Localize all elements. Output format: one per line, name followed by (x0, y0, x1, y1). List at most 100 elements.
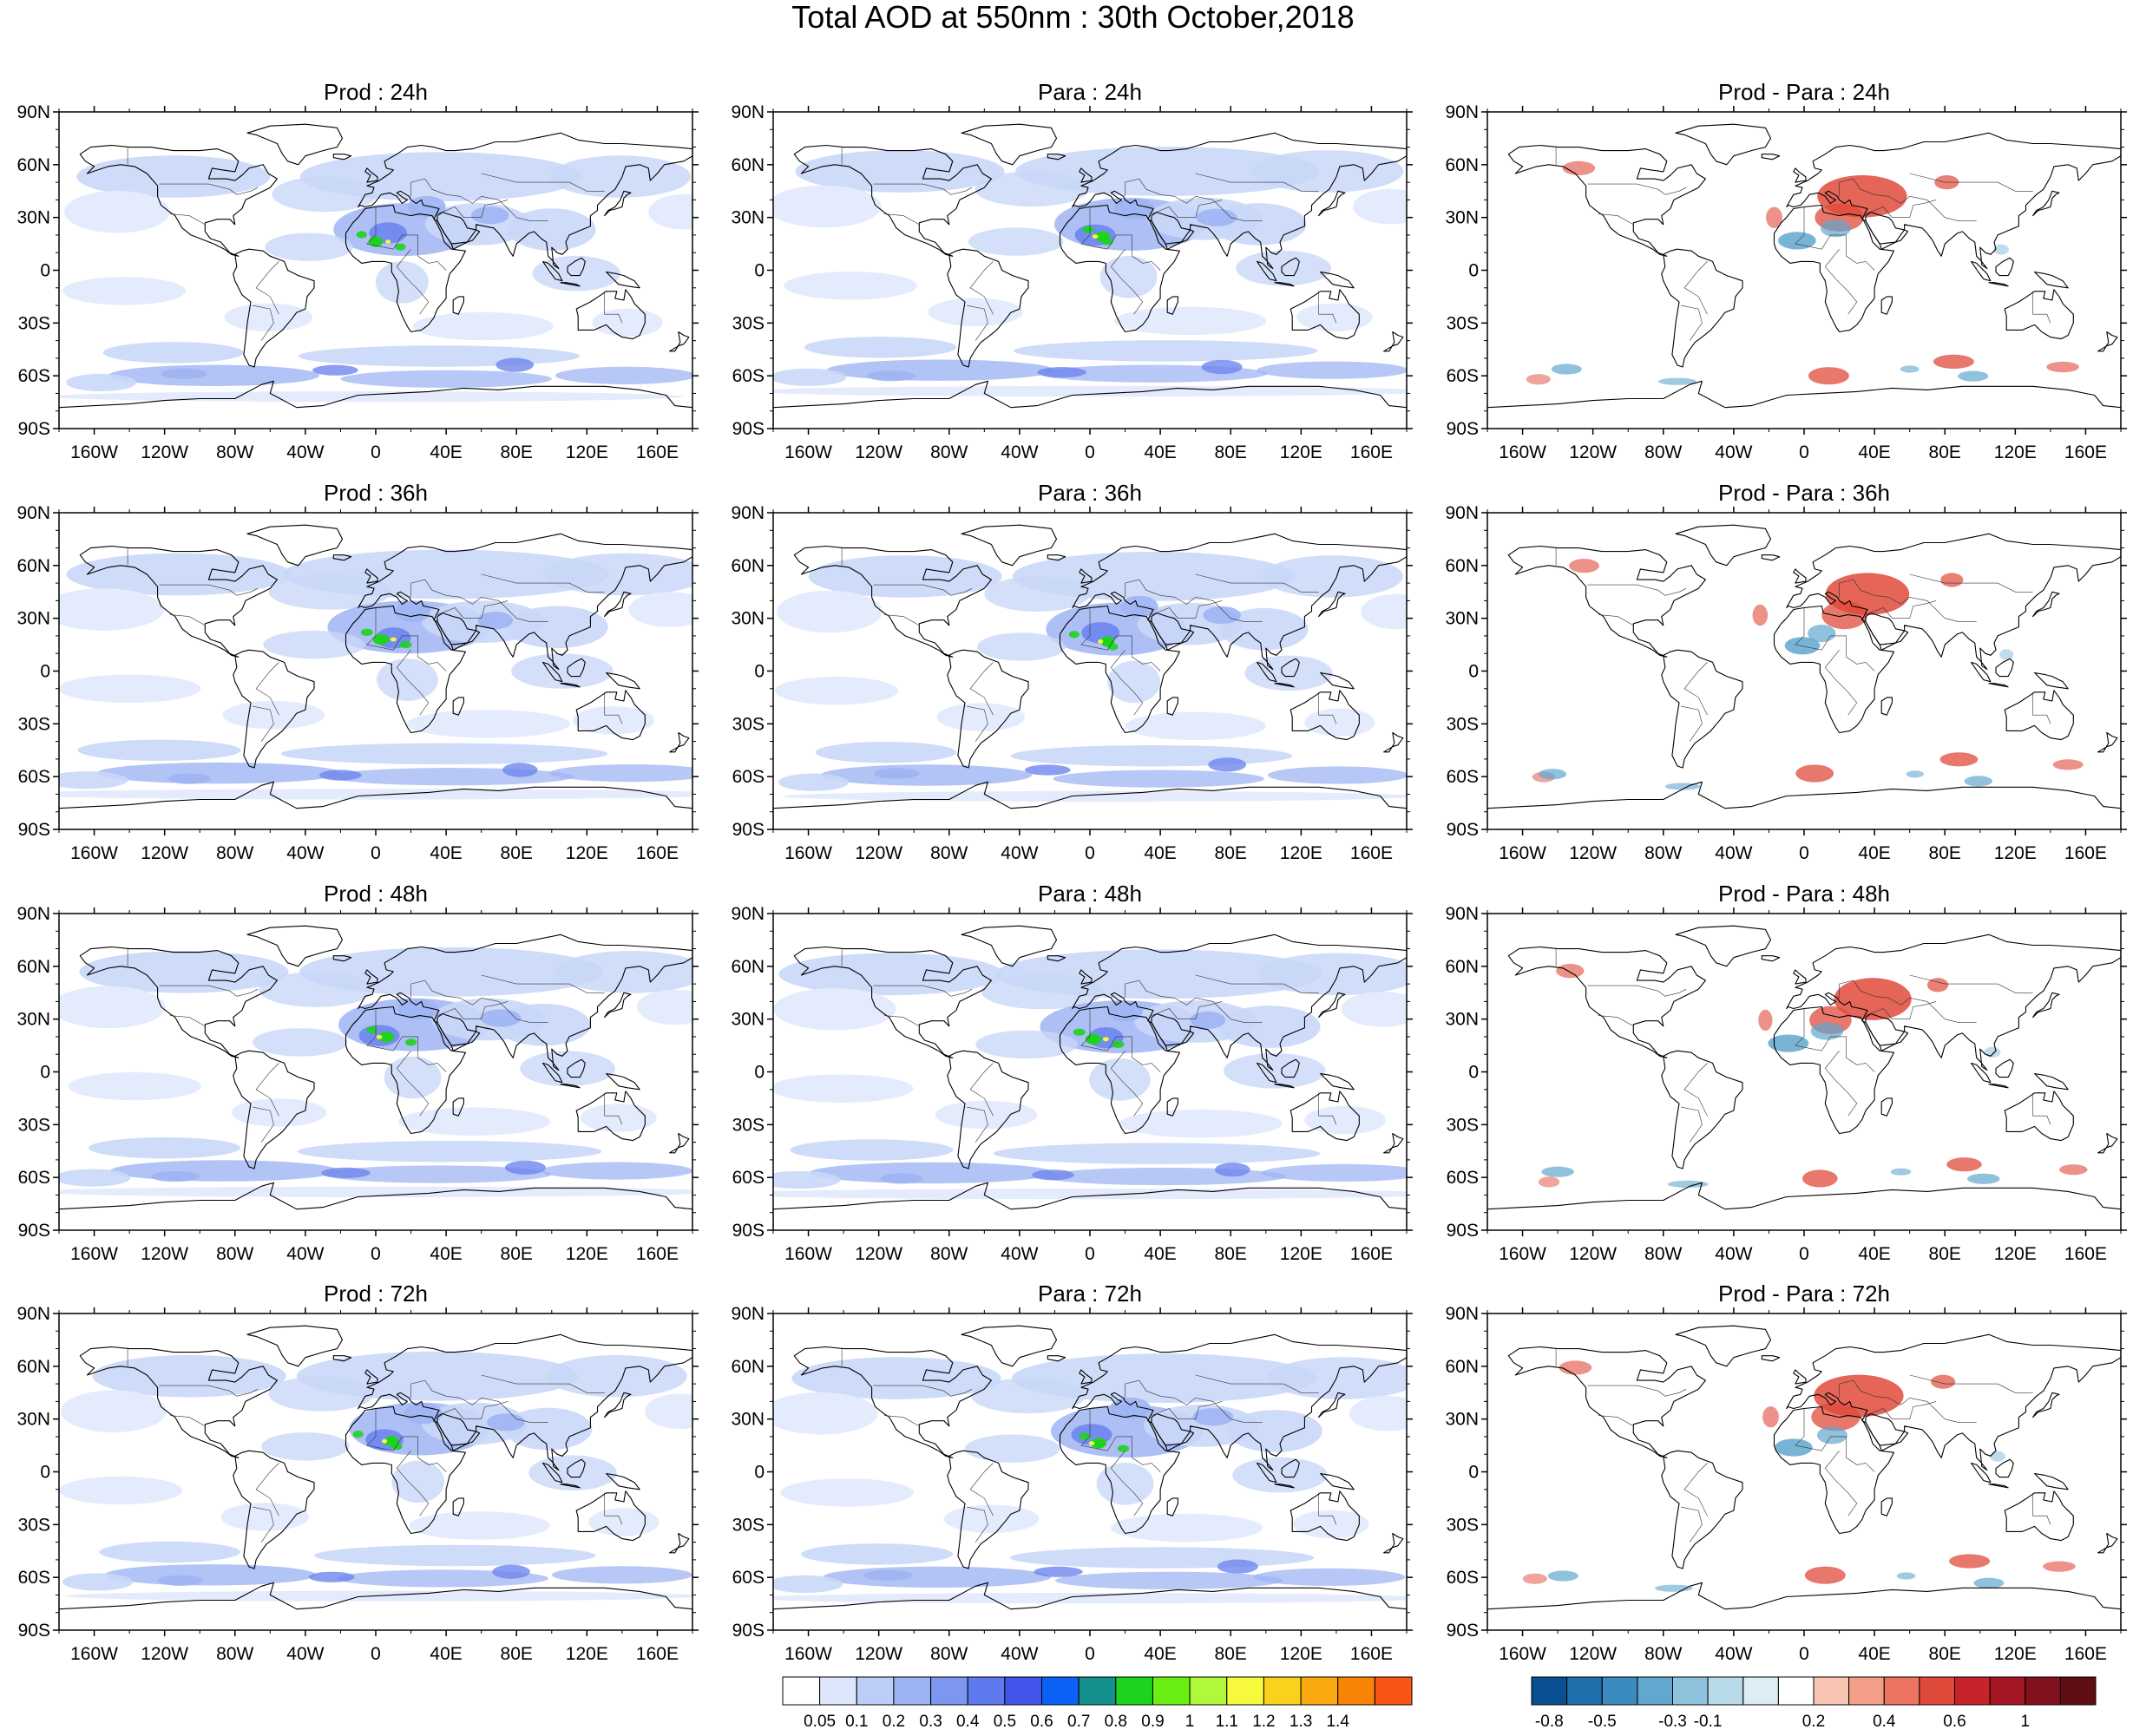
coastline-uk (1079, 969, 1093, 985)
lat-label: 90N (1445, 904, 1479, 924)
colorbar-swatch (1078, 1676, 1117, 1706)
boundary-line (1080, 206, 1161, 271)
panel-title: Prod - Para : 48h (1718, 881, 1890, 907)
lon-label: 80E (501, 843, 533, 863)
coastline-africa (1059, 1405, 1180, 1535)
lat-label: 0 (1468, 1063, 1479, 1083)
coastline-iceland (1761, 955, 1781, 962)
lat-label: 60S (18, 1568, 50, 1588)
boundary-line (1080, 1408, 1161, 1472)
boundary-line (253, 305, 274, 341)
boundary-line (1151, 600, 1223, 619)
lat-label: 90S (1447, 1221, 1479, 1241)
lat-label: 90N (731, 503, 765, 523)
world-map: 90N 60N 30N 0 30S 60S 90S 160W 120W 80W 40W 0 40E 80E… (731, 503, 1413, 863)
colorbar-swatch (1041, 1676, 1080, 1706)
colorbar-label: 1.3 (1290, 1713, 1312, 1731)
coastline-arabia-fix (436, 1013, 477, 1046)
difference-field (1487, 914, 2121, 1230)
coastline-new-zealand (669, 1132, 690, 1154)
lon-label: 160W (784, 1644, 832, 1664)
boundary-line (255, 261, 279, 315)
lon-label: 120W (141, 1644, 188, 1664)
coastline-borneo (1995, 1058, 2014, 1078)
boundary-line (1195, 573, 1319, 593)
colorbar-label: 0.1 (845, 1713, 868, 1731)
lon-label: 0 (371, 1244, 381, 1264)
coastline-japan (604, 591, 632, 618)
boundary-line (2032, 1092, 2051, 1125)
lat-label: 0 (40, 1063, 50, 1083)
lat-label: 30N (731, 1410, 765, 1430)
coastline-greenland (961, 524, 1058, 567)
lon-label: 160W (70, 1644, 118, 1664)
panel-title: Para : 24h (1038, 79, 1142, 105)
lat-label: 60N (731, 155, 765, 175)
boundary-line (1865, 1001, 1937, 1019)
lon-label: 160E (2064, 1244, 2107, 1264)
coastline-south-america (1661, 1050, 1743, 1169)
colorbar-swatch (1813, 1676, 1850, 1706)
boundary-line (159, 584, 259, 596)
coastline-uk (1079, 568, 1093, 584)
panel-title: Prod : 24h (324, 79, 428, 105)
lon-label: 120W (855, 1644, 902, 1664)
coastline-australia (1290, 1091, 1360, 1142)
colorbar-label: -0.1 (1694, 1713, 1723, 1731)
coastline-africa (1059, 605, 1180, 734)
colorbar-swatch (819, 1676, 857, 1706)
coastline-south-america (233, 1450, 315, 1569)
lat-label: 30N (731, 208, 765, 228)
coastline-greenland (246, 123, 344, 166)
lat-label: 90N (731, 102, 765, 122)
lon-label: 40E (430, 442, 462, 462)
boundary-line (604, 1092, 623, 1125)
coastline-borneo (1281, 1058, 1300, 1078)
map-panel: Para : 24h 90N 60N 30N 0 30S 60S 90S 160W 120W 80W… (714, 80, 1413, 462)
boundary-line (481, 1374, 605, 1393)
lon-label: 160W (1499, 1244, 1546, 1264)
boundary-line (1683, 662, 1708, 716)
boundary-line (159, 1385, 259, 1397)
coastline-indonesia-2 (1988, 683, 2009, 688)
coastline-uk (364, 969, 378, 985)
lon-label: 120W (1569, 843, 1617, 863)
boundary-line (159, 183, 259, 195)
coastline-madagascar (1166, 1097, 1178, 1117)
coastline-madagascar (1880, 1097, 1893, 1117)
lon-label: 80E (1215, 1644, 1247, 1664)
lon-label: 40W (286, 1244, 324, 1264)
lon-label: 40E (1144, 442, 1176, 462)
coastline-africa (1773, 1006, 1894, 1135)
aod-field (773, 914, 1407, 1230)
colorbar-label: 0.2 (1802, 1713, 1825, 1731)
coastline-madagascar (1166, 296, 1178, 315)
colorbar-label: 1.1 (1216, 1713, 1238, 1731)
world-map: 90N 60N 30N 0 30S 60S 90S 160W 120W 80W 40W 0 40E 80E… (1445, 1304, 2127, 1664)
boundary-line (396, 1051, 430, 1117)
map-panel: Para : 36h 90N 60N 30N 0 30S 60S 90S 160W 120W 80W… (714, 481, 1413, 863)
coastline-indonesia-2 (1274, 1484, 1295, 1489)
coastline-borneo (567, 658, 586, 678)
colorbar-swatch (1883, 1676, 1920, 1706)
coastline-antarctica (59, 1182, 692, 1230)
boundary-line (1795, 206, 1875, 271)
boundary-line (436, 600, 509, 619)
boundary-line (1839, 979, 1977, 1023)
lon-label: 0 (1799, 843, 1809, 863)
boundary-line (366, 206, 447, 271)
lon-label: 120W (1569, 1244, 1617, 1264)
coastlines (773, 1325, 1407, 1630)
coastline-uk (1079, 167, 1093, 183)
coastline-borneo (567, 1458, 586, 1478)
coastline-europe-asia (1072, 533, 1407, 671)
boundary-line (1909, 974, 2033, 993)
boundary-line (253, 1106, 274, 1143)
coastline-north-america (793, 144, 992, 257)
panel-title: Para : 48h (1038, 881, 1142, 907)
coastline-japan (604, 190, 632, 217)
lat-label: 90N (16, 503, 50, 523)
coastline-japan (1318, 591, 1346, 618)
map-panel: Prod - Para : 48h 90N 60N 30N 0 30S 60S 90S 160W… (1428, 881, 2127, 1264)
coastline-indonesia-1 (1971, 661, 1992, 683)
